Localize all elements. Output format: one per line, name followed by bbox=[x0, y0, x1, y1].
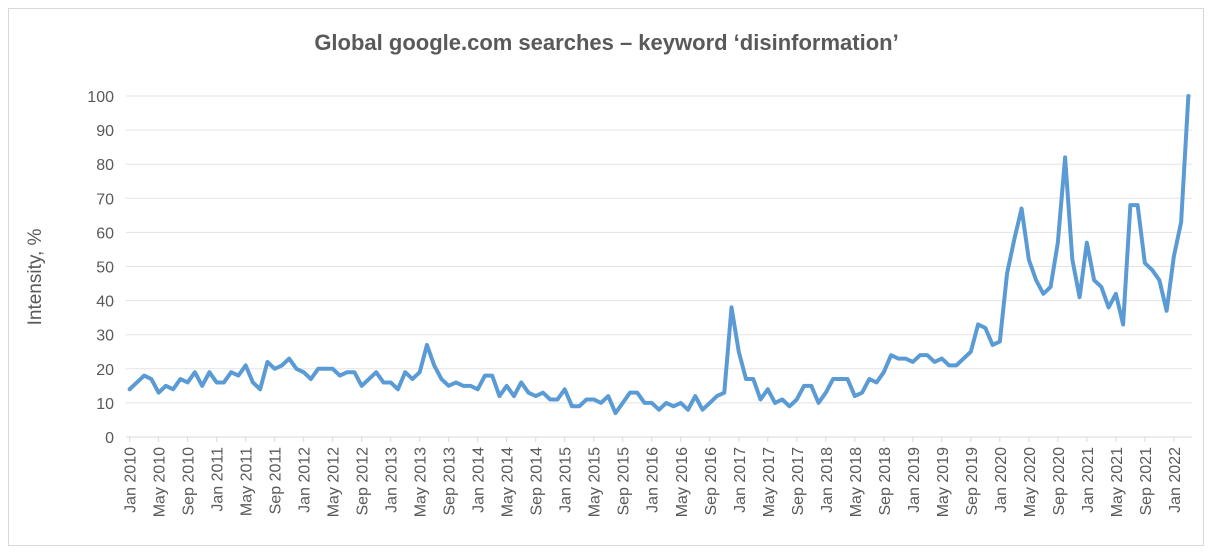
y-axis-ticks: 0 10 20 30 40 50 60 70 80 90 100 bbox=[87, 89, 114, 447]
x-tick-label: Sep 2018 bbox=[877, 447, 894, 516]
x-tick-label: Sep 2012 bbox=[355, 447, 372, 516]
y-tick-label: 70 bbox=[96, 191, 114, 208]
series-layer bbox=[127, 94, 1191, 416]
x-tick-label: Jan 2017 bbox=[732, 447, 749, 513]
x-tick-label: Sep 2010 bbox=[181, 447, 198, 516]
x-tick-label: Jan 2011 bbox=[210, 447, 227, 512]
y-tick-label: 40 bbox=[96, 294, 114, 311]
x-tick-label: Sep 2013 bbox=[442, 447, 459, 516]
x-tick-label: Jan 2018 bbox=[819, 447, 836, 513]
x-tick-label: Sep 2021 bbox=[1138, 447, 1155, 516]
x-tick-label: Jan 2019 bbox=[906, 447, 923, 513]
x-tick-label: Jan 2015 bbox=[558, 447, 575, 513]
y-tick-label: 60 bbox=[96, 225, 114, 242]
y-tick-label: 30 bbox=[96, 328, 114, 345]
x-tick-label: Jan 2013 bbox=[384, 447, 401, 513]
gridlines bbox=[126, 95, 1192, 438]
x-tick-label: May 2017 bbox=[761, 447, 778, 517]
x-tick-label: Jan 2012 bbox=[297, 447, 314, 513]
x-tick-label: Sep 2016 bbox=[703, 447, 720, 516]
x-tick-label: May 2019 bbox=[935, 447, 952, 517]
x-tick-label: Sep 2019 bbox=[964, 447, 981, 516]
chart-title: Global google.com searches – keyword ‘di… bbox=[314, 30, 899, 55]
x-tick-label: May 2010 bbox=[152, 447, 169, 517]
x-tick-label: May 2012 bbox=[326, 447, 343, 517]
chart-frame bbox=[8, 8, 1204, 546]
x-tick-label: May 2011 bbox=[239, 447, 256, 516]
x-tick-label: Sep 2014 bbox=[529, 447, 546, 516]
x-tick-label: Jan 2014 bbox=[471, 447, 488, 513]
y-tick-label: 10 bbox=[96, 396, 114, 413]
series-line bbox=[127, 94, 1191, 416]
x-tick-label: May 2018 bbox=[848, 447, 865, 517]
x-tick-label: Sep 2011 bbox=[268, 447, 285, 514]
y-tick-label: 80 bbox=[96, 157, 114, 174]
y-tick-label: 100 bbox=[87, 89, 114, 106]
y-tick-label: 90 bbox=[96, 123, 114, 140]
x-tick-label: May 2020 bbox=[1022, 447, 1039, 517]
x-axis-ticks: Jan 2010 May 2010 Sep 2010 Jan 2011 May 2011… bbox=[123, 437, 1184, 517]
x-tick-label: May 2015 bbox=[587, 447, 604, 517]
x-tick-label: May 2016 bbox=[674, 447, 691, 517]
x-tick-label: May 2014 bbox=[500, 447, 517, 517]
x-tick-label: Jan 2016 bbox=[645, 447, 662, 513]
y-tick-label: 20 bbox=[96, 362, 114, 379]
x-tick-label: Sep 2020 bbox=[1051, 447, 1068, 516]
y-tick-label: 50 bbox=[96, 260, 114, 277]
x-tick-label: Jan 2020 bbox=[993, 447, 1010, 513]
x-tick-label: Jan 2022 bbox=[1167, 447, 1184, 513]
x-tick-label: May 2021 bbox=[1109, 447, 1126, 517]
x-tick-label: Jan 2010 bbox=[123, 447, 140, 513]
x-tick-label: May 2013 bbox=[413, 447, 430, 517]
x-tick-label: Jan 2021 bbox=[1080, 447, 1097, 513]
x-tick-label: Sep 2015 bbox=[616, 447, 633, 516]
y-tick-label: 0 bbox=[105, 430, 114, 447]
x-tick-label: Sep 2017 bbox=[790, 447, 807, 516]
